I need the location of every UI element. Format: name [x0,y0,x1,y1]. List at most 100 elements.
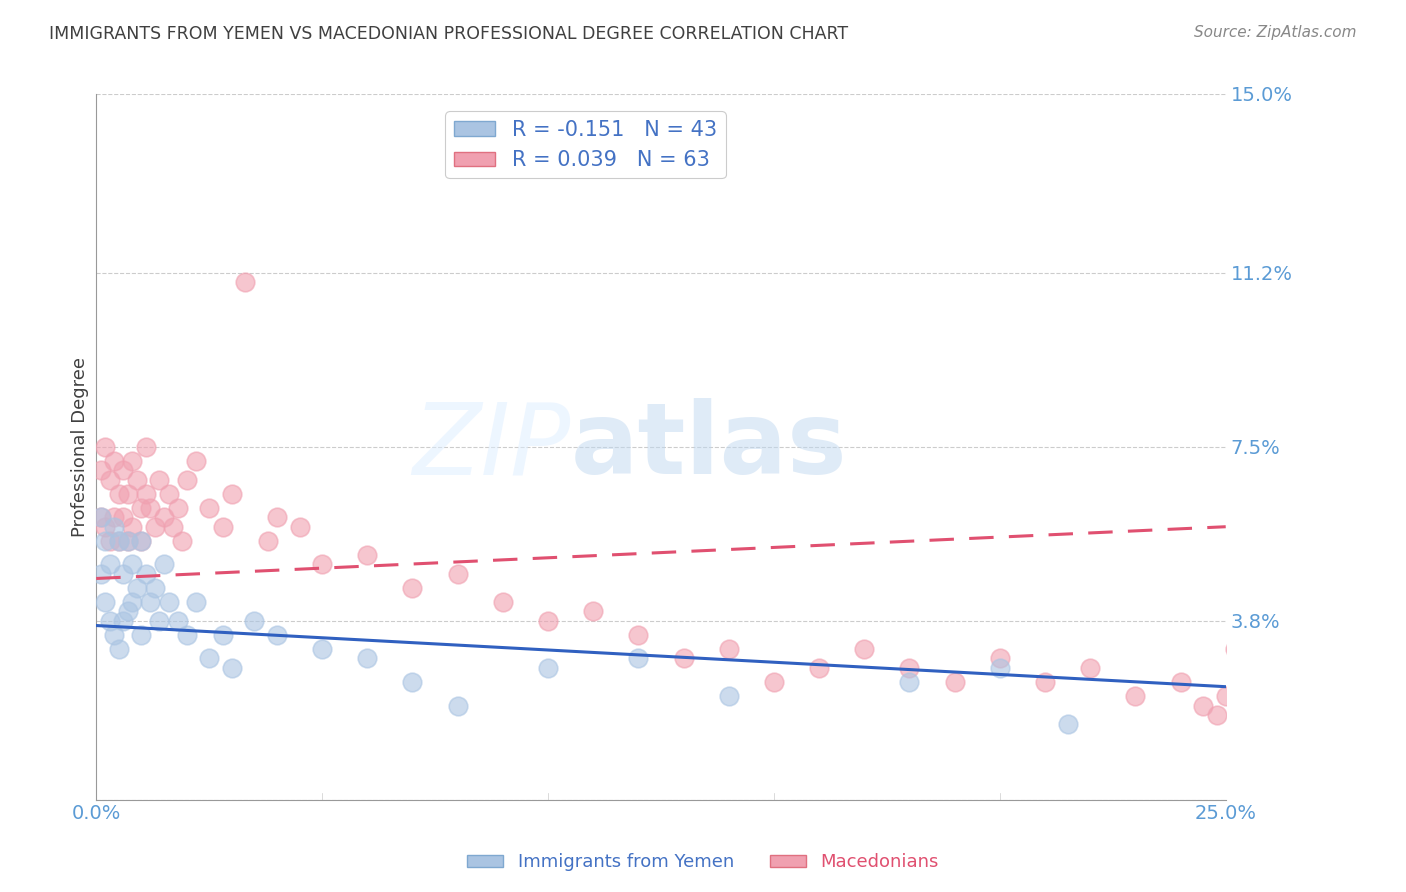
Point [153,558,176,572]
Point [233,275,256,289]
Point [121,454,143,468]
Point [125,473,148,487]
Text: Source: ZipAtlas.com: Source: ZipAtlas.com [1194,25,1357,40]
Point [257,533,280,548]
Point [988,651,1011,665]
Point [112,566,135,581]
Point [139,595,162,609]
Point [90,463,112,477]
Point [94,440,117,454]
Point [112,510,135,524]
Point [131,500,153,515]
Point [1215,689,1237,703]
Point [112,614,135,628]
Point [221,661,243,675]
Point [157,595,180,609]
Point [808,661,831,675]
Point [98,614,121,628]
Point [211,628,233,642]
Point [717,642,740,657]
Point [537,614,560,628]
Point [135,566,157,581]
Point [1078,661,1101,675]
Point [184,595,207,609]
Point [98,533,121,548]
Point [762,675,785,690]
Point [943,675,966,690]
Point [148,614,170,628]
Point [98,558,121,572]
Point [898,661,921,675]
Point [135,440,157,454]
Point [447,566,470,581]
Point [311,558,333,572]
Point [117,533,139,548]
Point [356,548,378,562]
Point [582,604,605,618]
Point [162,519,184,533]
Point [153,510,176,524]
Point [627,651,650,665]
Point [166,614,188,628]
Point [288,519,311,533]
Point [90,510,112,524]
Point [112,463,135,477]
Point [117,487,139,501]
Point [988,661,1011,675]
Point [1205,707,1227,722]
Point [157,487,180,501]
Point [170,533,193,548]
Point [121,595,143,609]
Point [1033,675,1056,690]
Point [717,689,740,703]
Point [131,533,153,548]
Point [166,500,188,515]
Point [1125,689,1147,703]
Point [853,642,876,657]
Point [198,500,221,515]
Point [143,581,166,595]
Point [898,675,921,690]
Point [447,698,470,713]
Point [117,604,139,618]
Point [131,533,153,548]
Point [135,487,157,501]
Point [401,675,423,690]
Point [211,519,233,533]
Legend: Immigrants from Yemen, Macedonians: Immigrants from Yemen, Macedonians [460,847,946,879]
Point [401,581,423,595]
Y-axis label: Professional Degree: Professional Degree [72,357,89,537]
Point [107,487,129,501]
Point [103,510,125,524]
Point [94,533,117,548]
Point [131,628,153,642]
Point [266,510,288,524]
Point [221,487,243,501]
Point [94,519,117,533]
Point [107,642,129,657]
Point [90,510,112,524]
Point [537,661,560,675]
Text: atlas: atlas [571,398,848,495]
Point [356,651,378,665]
Point [98,473,121,487]
Point [90,566,112,581]
Point [107,533,129,548]
Text: ZIP: ZIP [412,398,571,495]
Point [672,651,695,665]
Point [103,454,125,468]
Point [125,581,148,595]
Point [1223,642,1246,657]
Point [1237,675,1260,690]
Point [176,628,198,642]
Point [117,533,139,548]
Point [94,595,117,609]
Point [627,628,650,642]
Point [148,473,170,487]
Text: IMMIGRANTS FROM YEMEN VS MACEDONIAN PROFESSIONAL DEGREE CORRELATION CHART: IMMIGRANTS FROM YEMEN VS MACEDONIAN PROF… [49,25,848,43]
Point [143,519,166,533]
Legend: R = -0.151   N = 43, R = 0.039   N = 63: R = -0.151 N = 43, R = 0.039 N = 63 [446,112,725,178]
Point [1056,717,1078,731]
Point [1170,675,1192,690]
Point [198,651,221,665]
